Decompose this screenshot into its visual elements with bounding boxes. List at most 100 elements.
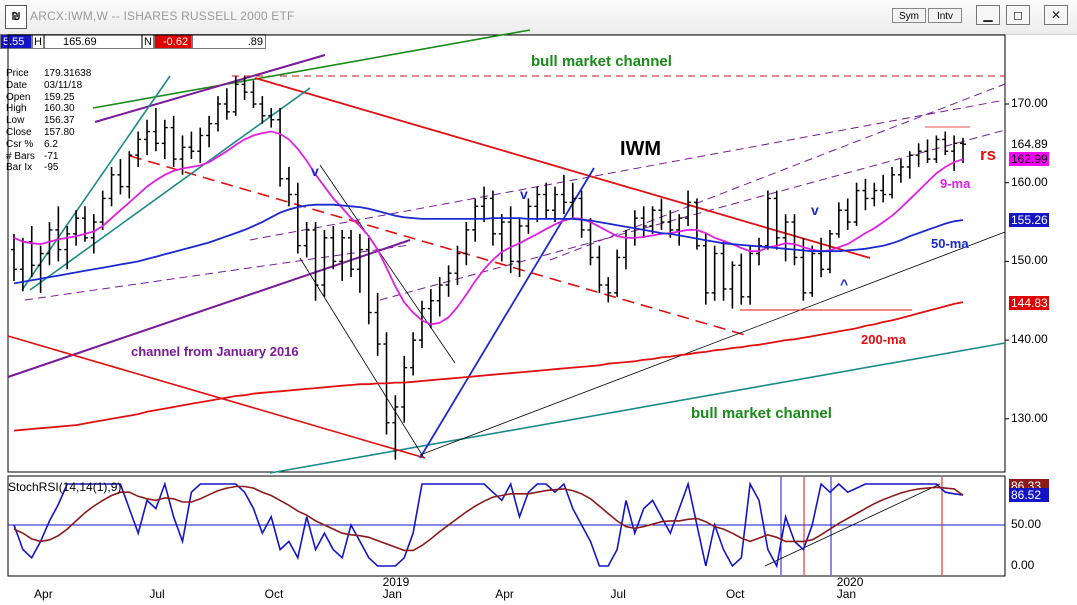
x-tick-label: Oct — [264, 587, 284, 601]
data-window-value: 157.80 — [44, 126, 75, 138]
data-window-value: 159.25 — [44, 91, 75, 103]
black-uptrend-line — [419, 231, 1006, 456]
y-tick-label: 130.00 — [1011, 410, 1048, 425]
ma200-label: 200-ma — [861, 332, 906, 347]
x-tick-label: Oct — [725, 587, 745, 601]
200-ma-line — [13, 301, 964, 432]
data-window-key: Close — [6, 126, 32, 138]
bull-channel-bottom-label: bull market channel — [691, 405, 832, 422]
sym-button-label: Sym — [899, 11, 919, 22]
blue-uptrend-line — [419, 167, 595, 459]
teal-short-line-2 — [29, 87, 311, 291]
window-title: ARCX:IWM,W -- ISHARES RUSSELL 2000 ETF — [30, 9, 295, 23]
x-tick-label: Jan — [836, 587, 857, 601]
teal-short-line-1 — [21, 75, 171, 291]
bull-channel-top-label: bull market channel — [531, 53, 672, 70]
v-marker-1: v — [311, 163, 319, 179]
data-window-key: High — [6, 103, 27, 115]
y-tick-label: 170.00 — [1011, 96, 1048, 110]
x-tick-label: Jan — [382, 587, 402, 601]
restore-icon[interactable]: ◻ — [1006, 5, 1030, 25]
stochrsi-panel — [8, 477, 1005, 575]
purple-dashed-3 — [379, 129, 1006, 301]
50-ma-line — [13, 203, 964, 285]
v-marker-2: v — [520, 186, 528, 202]
y-tick-label: 150.00 — [1011, 253, 1048, 268]
ma50-label: 50-ma — [931, 236, 969, 251]
data-window-value: 03/11/18 — [44, 79, 83, 91]
data-window-row: Low 156.37 — [6, 115, 91, 127]
rsi-trendline — [764, 483, 941, 567]
rs-label: rs — [980, 145, 997, 164]
price-bars — [11, 76, 966, 460]
minimize-icon[interactable]: ▁ — [976, 5, 1000, 25]
data-window-key: Price — [6, 68, 29, 79]
black-decline-line-1 — [299, 257, 425, 459]
price-badge: 144.83 — [1009, 296, 1049, 310]
black-decline-line-2 — [319, 164, 456, 364]
red-downtrend-line — [254, 77, 871, 259]
y-tick-label: 160.00 — [1011, 174, 1048, 189]
data-window-key: Csr % — [6, 138, 34, 150]
sym-button[interactable]: Sym — [892, 8, 926, 23]
rsi-panel-border — [7, 475, 1006, 577]
v-marker-3: v — [811, 202, 819, 218]
data-window-value: -95 — [44, 162, 59, 174]
window-titlebar: ₪ ARCX:IWM,W -- ISHARES RUSSELL 2000 ETF… — [0, 0, 1077, 35]
red-dashed-line — [129, 155, 746, 336]
data-window-value: 6.2 — [44, 138, 58, 150]
rsi-y-tick-label: 50.00 — [1011, 517, 1042, 531]
price-badge: 164.89 — [1009, 137, 1049, 151]
chart-app-icon[interactable]: ₪ — [5, 5, 27, 29]
data-window-key: Bar Ix — [6, 162, 33, 174]
price-badge: 155.26 — [1009, 213, 1049, 227]
purple-channel-lower — [7, 239, 411, 378]
data-window-row: Price 179.31638 — [6, 68, 91, 80]
y-tick-label: 140.00 — [1011, 332, 1048, 347]
moving-averages — [13, 130, 964, 432]
signal-line — [13, 485, 964, 552]
price-badge: 162.99 — [1009, 152, 1049, 166]
rsi-y-tick-label: 0.00 — [1011, 558, 1035, 572]
purple-channel-upper — [94, 54, 326, 123]
data-window: Price 179.31638 Date 03/11/18 Open 159.25 High… — [6, 68, 91, 174]
data-window-value: -71 — [44, 150, 59, 162]
purple-dashed-1 — [24, 244, 411, 301]
caret-marker: ^ — [840, 276, 849, 292]
data-window-value: 160.30 — [44, 103, 75, 115]
purple-dashed-2 — [249, 99, 1006, 241]
ticker-label: IWM — [620, 138, 662, 160]
close-icon[interactable]: ✕ — [1044, 5, 1068, 25]
rsi-badge: 86.52 — [1009, 488, 1049, 502]
data-window-row: High 160.30 — [6, 103, 91, 115]
bull-channel-upper-line — [92, 29, 531, 109]
data-window-value: 156.37 — [44, 115, 75, 127]
data-window-key: Date — [6, 79, 28, 91]
data-window-key: # Bars — [6, 150, 35, 162]
ma9-label: 9-ma — [940, 176, 971, 191]
x-tick-label: Jul — [149, 587, 165, 601]
data-window-key: Low — [6, 115, 25, 127]
data-window-row: Bar Ix -95 — [6, 162, 91, 174]
data-window-row: Date 03/11/18 — [6, 80, 91, 92]
x-tick-label: Apr — [495, 587, 514, 601]
x-tick-label: 2019 — [382, 575, 410, 589]
trendline-overlays — [7, 29, 1006, 474]
data-window-key: Open — [6, 91, 31, 103]
StochRSI-line — [13, 481, 964, 569]
intv-button-label: Intv — [936, 11, 954, 22]
data-window-row: # Bars -71 — [6, 151, 91, 163]
data-window-value: 179.31638 — [44, 68, 92, 79]
stochrsi-title: StochRSI(14,14(1),9) — [8, 480, 122, 494]
x-tick-label: 2020 — [836, 575, 864, 589]
9-ma-line — [13, 130, 964, 326]
x-tick-label: Apr — [34, 587, 53, 601]
bull-channel-lower-line — [269, 342, 1006, 474]
jan2016-channel-label: channel from January 2016 — [131, 344, 299, 359]
x-tick-label: Jul — [610, 587, 626, 601]
intv-button[interactable]: Intv — [928, 8, 962, 23]
red-lower-line — [7, 335, 426, 459]
data-window-row: Csr % 6.2 — [6, 139, 91, 151]
data-window-row: Open 159.25 — [6, 92, 91, 104]
